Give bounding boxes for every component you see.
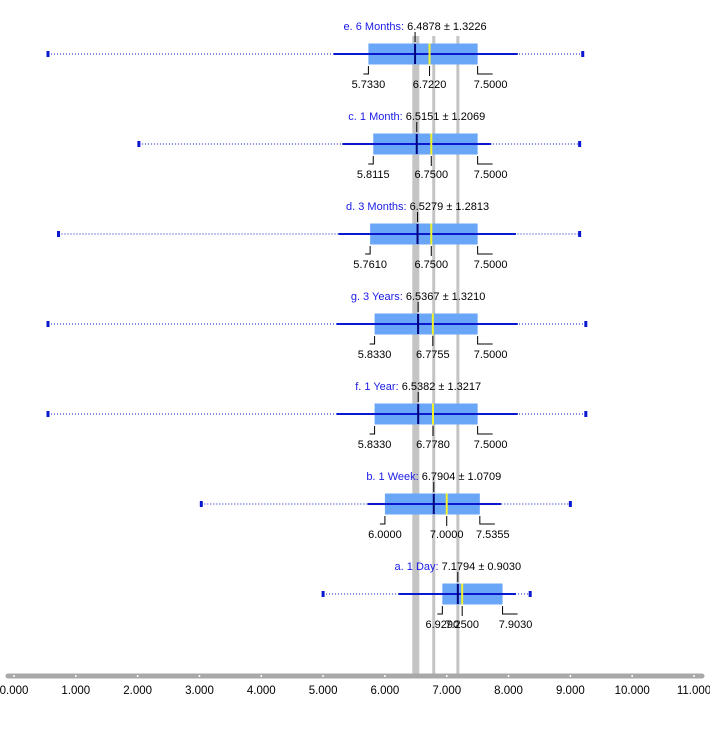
series-title: e. 6 Months: 6.4878 ± 1.3226 bbox=[344, 21, 487, 33]
q3-label: 7.5000 bbox=[474, 349, 508, 361]
max-marker bbox=[568, 501, 572, 507]
tick-label: 6.000 bbox=[371, 685, 400, 697]
q1-bracket bbox=[363, 66, 369, 75]
q3-bracket bbox=[479, 516, 495, 525]
series-title: b. 1 Week: 6.7904 ± 1.0709 bbox=[366, 471, 501, 483]
tick-label: 7.000 bbox=[432, 685, 461, 697]
series-summary: 6.5382 ± 1.3217 bbox=[399, 381, 482, 393]
series-summary: 7.1794 ± 0.9030 bbox=[439, 561, 522, 573]
q3-bracket bbox=[477, 336, 493, 345]
x-axis: 0.000 1.000 2.000 3.000 4.000 5.000 6.000 7.000… bbox=[0, 673, 710, 697]
box-row: b. 1 Week: 6.7904 ± 1.0709 6.0000 7.0000 7.… bbox=[199, 471, 572, 541]
series-summary: 6.5279 ± 1.2813 bbox=[407, 201, 490, 213]
series-name: b. 1 Week: bbox=[366, 471, 418, 483]
box-row: d. 3 Months: 6.5279 ± 1.2813 5.7610 6.7500… bbox=[57, 201, 582, 271]
q1-bracket bbox=[369, 426, 376, 435]
series-name: a. 1 Day: bbox=[395, 561, 439, 573]
tick-label: 10.000 bbox=[615, 685, 650, 697]
q1-bracket bbox=[365, 246, 371, 255]
min-marker bbox=[321, 591, 325, 597]
q3-label: 7.5000 bbox=[474, 259, 508, 271]
q1-label: 5.7330 bbox=[352, 79, 386, 91]
median-label: 7.0000 bbox=[430, 529, 464, 541]
tick-label: 9.000 bbox=[556, 685, 585, 697]
tick-label: 1.000 bbox=[61, 685, 90, 697]
median-label: 6.7755 bbox=[416, 349, 450, 361]
series-name: c. 1 Month: bbox=[348, 111, 402, 123]
min-marker bbox=[46, 411, 50, 417]
q3-label: 7.5000 bbox=[474, 79, 508, 91]
tick-label: 0.000 bbox=[0, 685, 28, 697]
median-label: 6.7500 bbox=[414, 169, 448, 181]
q3-bracket bbox=[502, 606, 518, 615]
box-row: f. 1 Year: 6.5382 ± 1.3217 5.8330 6.7780 7.… bbox=[46, 381, 588, 451]
box-row: g. 3 Years: 6.5367 ± 1.3210 5.8330 6.7755 7… bbox=[46, 291, 588, 361]
box-row: c. 1 Month: 6.5151 ± 1.2069 5.8115 6.7500 7… bbox=[137, 111, 582, 181]
q1-label: 5.8330 bbox=[358, 349, 392, 361]
series-name: f. 1 Year: bbox=[355, 381, 398, 393]
q1-bracket bbox=[368, 156, 374, 165]
q1-bracket bbox=[379, 516, 386, 525]
q3-label: 7.5355 bbox=[476, 529, 510, 541]
q1-label: 6.9290 bbox=[426, 619, 460, 631]
q3-bracket bbox=[477, 426, 493, 435]
q1-label: 6.0000 bbox=[368, 529, 402, 541]
series-title: f. 1 Year: 6.5382 ± 1.3217 bbox=[355, 381, 481, 393]
q1-bracket bbox=[437, 606, 443, 615]
min-marker bbox=[57, 231, 61, 237]
series-summary: 6.4878 ± 1.3226 bbox=[404, 21, 487, 33]
min-marker bbox=[137, 141, 141, 147]
q3-label: 7.5000 bbox=[474, 439, 508, 451]
q3-bracket bbox=[477, 66, 493, 75]
series-title: a. 1 Day: 7.1794 ± 0.9030 bbox=[395, 561, 522, 573]
max-marker bbox=[584, 321, 588, 327]
q1-label: 5.7610 bbox=[353, 259, 387, 271]
box-row: e. 6 Months: 6.4878 ± 1.3226 5.7330 6.7220… bbox=[46, 21, 585, 91]
median-label: 6.7220 bbox=[413, 79, 447, 91]
box-rows: e. 6 Months: 6.4878 ± 1.3226 5.7330 6.7220… bbox=[46, 21, 588, 631]
series-title: g. 3 Years: 6.5367 ± 1.3210 bbox=[351, 291, 486, 303]
series-summary: 6.5367 ± 1.3210 bbox=[403, 291, 486, 303]
series-summary: 6.5151 ± 1.2069 bbox=[403, 111, 486, 123]
max-marker bbox=[581, 51, 585, 57]
min-marker bbox=[46, 321, 50, 327]
min-marker bbox=[46, 51, 50, 57]
q1-label: 5.8115 bbox=[357, 169, 390, 181]
q1-bracket bbox=[369, 336, 376, 345]
series-summary: 6.7904 ± 1.0709 bbox=[419, 471, 502, 483]
series-title: d. 3 Months: 6.5279 ± 1.2813 bbox=[346, 201, 489, 213]
median-label: 6.7780 bbox=[416, 439, 450, 451]
series-name: d. 3 Months: bbox=[346, 201, 407, 213]
q3-label: 7.5000 bbox=[474, 169, 508, 181]
tick-label: 8.000 bbox=[494, 685, 523, 697]
q3-bracket bbox=[477, 246, 493, 255]
series-title: c. 1 Month: 6.5151 ± 1.2069 bbox=[348, 111, 485, 123]
min-marker bbox=[199, 501, 203, 507]
tick-label: 4.000 bbox=[247, 685, 276, 697]
tick-label: 5.000 bbox=[309, 685, 338, 697]
q3-bracket bbox=[477, 156, 493, 165]
tick-label: 3.000 bbox=[185, 685, 214, 697]
max-marker bbox=[584, 411, 588, 417]
median-label: 7.2500 bbox=[445, 619, 479, 631]
max-marker bbox=[578, 231, 582, 237]
q1-label: 5.8330 bbox=[358, 439, 392, 451]
q3-label: 7.9030 bbox=[499, 619, 533, 631]
tick-label: 11.000 bbox=[677, 685, 710, 697]
max-marker bbox=[528, 591, 532, 597]
tick-label: 2.000 bbox=[123, 685, 152, 697]
series-name: e. 6 Months: bbox=[344, 21, 405, 33]
median-label: 6.7500 bbox=[414, 259, 448, 271]
series-name: g. 3 Years: bbox=[351, 291, 403, 303]
max-marker bbox=[578, 141, 582, 147]
